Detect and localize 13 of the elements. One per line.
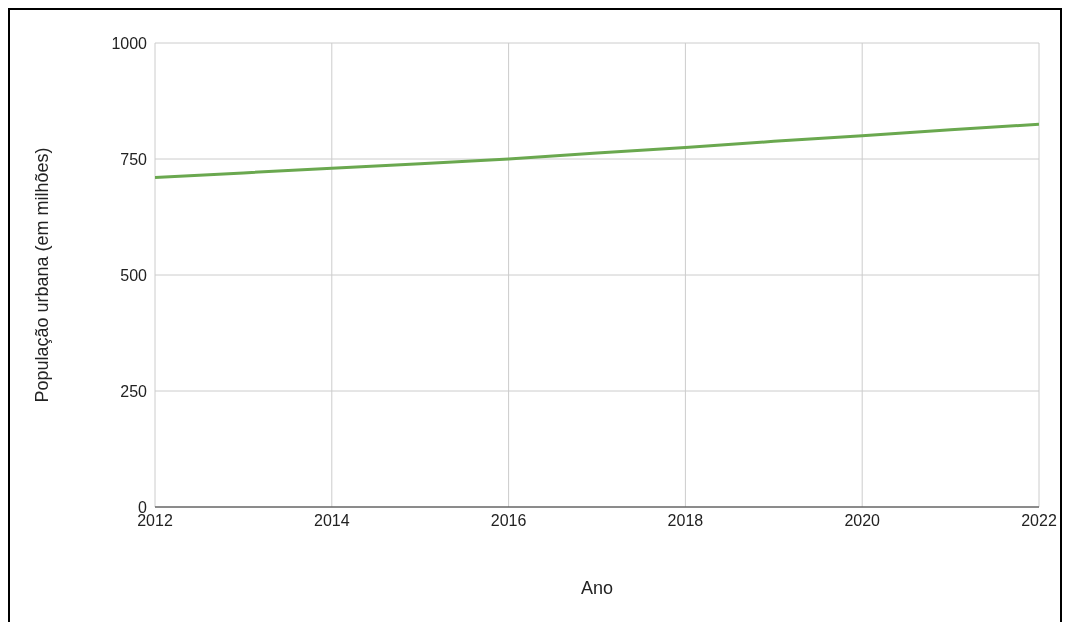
y-tick-label: 250 [120,382,148,400]
x-tick-label: 2014 [314,512,350,530]
y-tick-label: 500 [120,266,148,284]
x-tick-label: 2016 [490,512,527,530]
line-series [155,122,1039,180]
x-tick-label: 2012 [137,512,173,530]
y-tick-label: 750 [120,150,148,168]
y-axis-title: População urbana (em milhões) [32,147,53,403]
y-tick-label: 1000 [111,34,148,52]
x-tick-label: 2018 [667,512,704,530]
x-tick-label: 2020 [844,512,881,530]
x-tick-label: 2022 [1021,512,1057,530]
x-axis-title: Ano [580,578,614,598]
